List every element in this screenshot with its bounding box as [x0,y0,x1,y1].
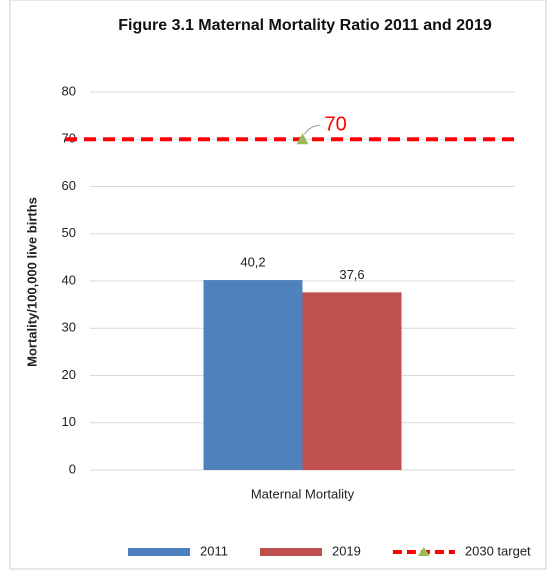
legend-swatch [128,548,190,556]
data-label: 40,2 [240,254,265,269]
leader-line [304,124,321,135]
data-label: 37,6 [339,267,364,282]
y-tick-label: 20 [62,367,76,382]
data-label: 70 [325,114,347,136]
y-tick-label: 60 [62,178,76,193]
bar [203,280,303,470]
x-tick-label: Maternal Mortality [251,486,355,501]
chart-title: Figure 3.1 Maternal Mortality Ratio 2011… [118,17,492,34]
legend-label: 2011 [200,543,228,558]
legend-swatch [259,548,322,556]
y-tick-label: 0 [69,461,76,476]
chart-frame [9,0,547,570]
legend-label: 2019 [332,543,361,558]
y-tick-label: 40 [62,272,76,287]
y-tick-label: 50 [62,225,76,240]
y-tick-label: 10 [62,414,76,429]
legend-label: 2030 target [465,543,531,558]
y-tick-label: 30 [62,320,76,335]
bar [302,292,402,470]
y-axis-title: Mortality/100,000 live births [24,197,39,367]
y-tick-label: 80 [62,83,76,98]
legend-marker [417,547,430,556]
target-marker [296,133,309,145]
